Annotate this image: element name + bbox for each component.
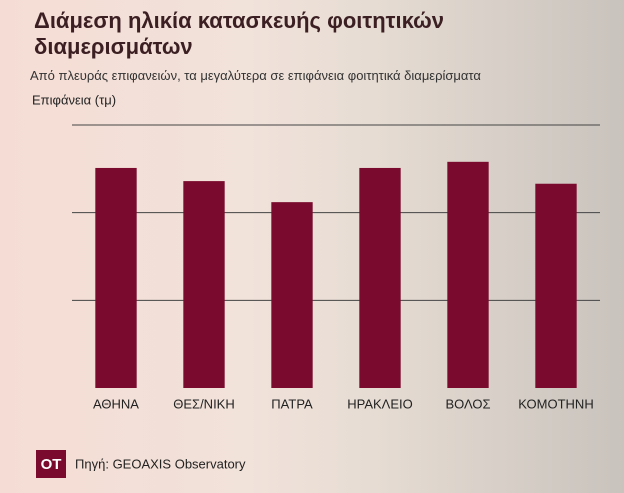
bar [183, 181, 225, 388]
bar [95, 167, 137, 388]
x-tick-label: ΘΕΣ/ΝΙΚΗ [173, 396, 235, 411]
logo: OT [41, 456, 62, 473]
source: Πηγή: GEOAXIS Observatory [75, 456, 246, 471]
x-tick-label: ΑΘΗΝΑ [93, 396, 139, 411]
y-axis-label: Επιφάνεια (τμ) [32, 92, 116, 107]
bar [271, 202, 313, 388]
x-tick-label: ΗΡΑΚΛΕΙΟ [347, 396, 413, 411]
x-tick-label: ΒΟΛΟΣ [445, 396, 490, 411]
logo-box [36, 450, 66, 478]
bar [359, 167, 401, 388]
chart-title: Διάμεση ηλικία κατασκευής φοιτητικών δια… [34, 8, 444, 59]
bar [535, 183, 577, 388]
x-tick-label: ΠΑΤΡΑ [271, 396, 313, 411]
bar [447, 161, 489, 388]
chart-subtitle: Από πλευράς επιφανειών, τα μεγαλύτερα σε… [30, 68, 481, 83]
x-tick-label: ΚΟΜΟΤΗΝΗ [518, 396, 593, 411]
